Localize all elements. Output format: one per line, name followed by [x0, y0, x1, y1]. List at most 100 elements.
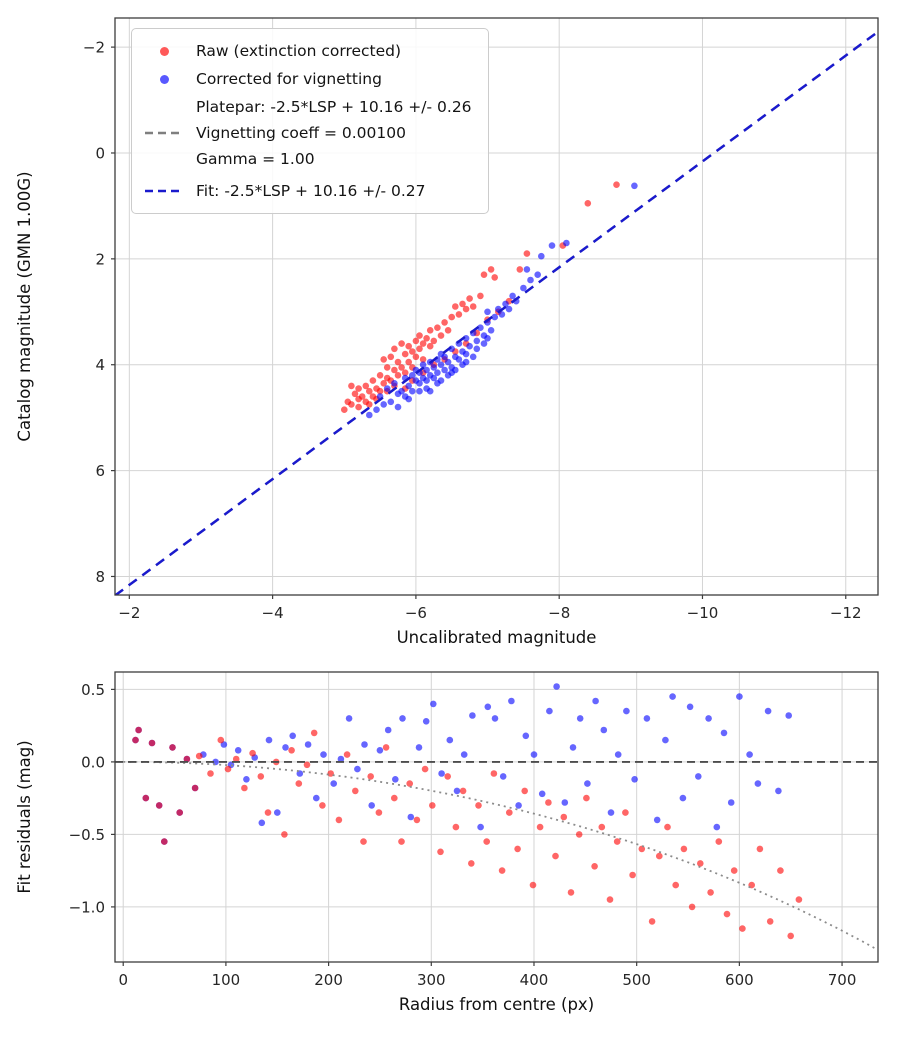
bottom-plot-point-corrected: [538, 790, 546, 798]
bottom-plot-point-raw: [613, 838, 621, 845]
bottom-plot-point-raw: [191, 784, 199, 792]
bottom-plot-point-corrected: [361, 741, 368, 748]
top-plot: −2 −4 −6 −8 −10 −12 −2 0 2 4 6 8 Uncalibrated magnit…: [15, 17, 879, 647]
top-plot-point-corrected: [437, 361, 445, 369]
top-plot-point-raw: [351, 390, 359, 398]
top-plot-point-raw: [613, 181, 620, 188]
top-plot-xtick-label: −12: [830, 604, 862, 622]
bottom-plot-point-raw: [264, 809, 272, 816]
bottom-plot-point-raw: [367, 773, 375, 780]
bottom-plot-point-corrected: [584, 780, 591, 787]
top-plot-point-raw: [462, 305, 470, 313]
top-plot-point-corrected: [437, 377, 445, 384]
bottom-plot-point-raw: [352, 787, 359, 795]
top-plot-point-corrected: [416, 387, 423, 395]
top-plot-point-corrected: [444, 358, 452, 366]
bottom-plot-point-raw: [375, 809, 383, 816]
bottom-plot-point-raw: [707, 889, 714, 896]
top-plot-point-corrected: [491, 313, 499, 321]
bottom-plot-point-corrected: [553, 683, 560, 690]
red-dot-icon: [159, 46, 169, 56]
top-plot-point-raw: [469, 303, 477, 310]
bottom-plot-point-raw: [498, 867, 506, 874]
bottom-plot-point-corrected: [422, 718, 430, 725]
bottom-plot-point-raw: [723, 910, 731, 918]
bottom-plot-point-corrected: [695, 773, 702, 780]
top-plot-point-raw: [380, 380, 388, 387]
bottom-plot-point-corrected: [320, 751, 327, 758]
bottom-plot-point-raw: [135, 726, 142, 734]
bottom-plot-point-raw: [360, 838, 367, 845]
bottom-plot-xtick-label: 0: [118, 971, 128, 989]
top-plot-point-corrected: [459, 361, 466, 369]
bottom-plot-point-corrected: [430, 700, 437, 708]
bottom-plot-point-corrected: [234, 747, 242, 754]
top-plot-point-raw: [459, 300, 466, 308]
bottom-plot-point-corrected: [530, 751, 538, 758]
top-plot-point-raw: [455, 311, 463, 318]
bottom-plot-point-corrected: [399, 715, 406, 722]
bottom-plot-point-raw: [575, 831, 583, 838]
bottom-plot-point-corrected: [713, 823, 721, 831]
top-plot-point-raw: [480, 271, 488, 279]
bottom-plot-vignetting-model-curve: [123, 761, 876, 950]
top-plot-point-raw: [362, 382, 370, 390]
bottom-plot-point-corrected: [653, 816, 661, 824]
bottom-plot-point-raw: [281, 831, 288, 838]
top-plot-point-raw: [452, 303, 459, 310]
bottom-plot-point-corrected: [384, 726, 392, 734]
bottom-plot-point-corrected: [469, 712, 476, 719]
bottom-plot-point-raw: [217, 736, 225, 744]
bottom-plot-point-raw: [756, 845, 764, 853]
bottom-plot-point-raw: [429, 802, 436, 809]
bottom-plot-point-corrected: [508, 697, 515, 705]
legend-label-raw: Raw (extinction corrected): [196, 42, 402, 60]
bottom-plot-ytick-label: −0.5: [69, 826, 105, 844]
bottom-plot-point-raw: [622, 809, 629, 816]
top-plot-point-raw: [491, 274, 499, 281]
top-plot-point-corrected: [366, 411, 373, 419]
bottom-plot-point-raw: [787, 932, 794, 940]
bottom-plot-point-raw: [591, 863, 598, 870]
bottom-plot-point-raw: [249, 749, 256, 757]
bottom-plot-point-corrected: [614, 751, 622, 758]
top-plot-point-corrected: [548, 242, 556, 249]
top-plot-point-corrected: [484, 335, 491, 342]
bottom-plot-point-raw: [391, 794, 398, 802]
bottom-plot-point-raw: [310, 729, 318, 737]
top-plot-xtick-label: −4: [262, 604, 284, 622]
top-plot-point-corrected: [426, 387, 434, 395]
bottom-plot-point-raw: [327, 770, 335, 777]
top-plot-point-corrected: [383, 385, 391, 392]
top-plot-point-raw: [383, 364, 391, 371]
bottom-plot-point-raw: [406, 780, 414, 787]
bottom-plot-point-raw: [224, 765, 232, 773]
top-plot-point-raw: [391, 345, 398, 353]
top-plot-point-raw: [466, 295, 473, 302]
bottom-plot-xlabel: Radius from centre (px): [399, 995, 594, 1014]
bottom-plot-point-corrected: [522, 732, 530, 740]
top-plot-point-raw: [398, 364, 405, 371]
top-plot-ytick-label: 6: [95, 462, 105, 480]
bottom-plot-point-corrected: [727, 799, 735, 806]
top-plot-tick-labels: −2 −4 −6 −8 −10 −12 −2 0 2 4 6 8: [83, 39, 862, 622]
top-plot-point-corrected: [487, 327, 495, 334]
top-plot-point-corrected: [405, 395, 413, 403]
bottom-plot-point-raw: [452, 823, 460, 831]
top-plot-point-corrected: [455, 356, 463, 363]
top-plot-point-raw: [412, 337, 420, 345]
bottom-plot-point-raw: [629, 871, 636, 879]
top-plot-point-raw: [437, 332, 445, 339]
top-plot-point-corrected: [430, 364, 438, 371]
top-plot-ytick-label: 2: [95, 250, 105, 268]
bottom-plot-point-raw: [241, 784, 248, 792]
bottom-plot-point-corrected: [686, 703, 694, 711]
bottom-plot-point-raw: [468, 860, 475, 867]
bottom-plot-point-corrected: [491, 715, 499, 722]
bottom-plot-point-corrected: [662, 736, 669, 744]
bottom-plot-point-corrected: [736, 693, 743, 700]
bottom-plot-point-raw: [777, 867, 784, 874]
top-plot-point-corrected: [391, 380, 398, 387]
